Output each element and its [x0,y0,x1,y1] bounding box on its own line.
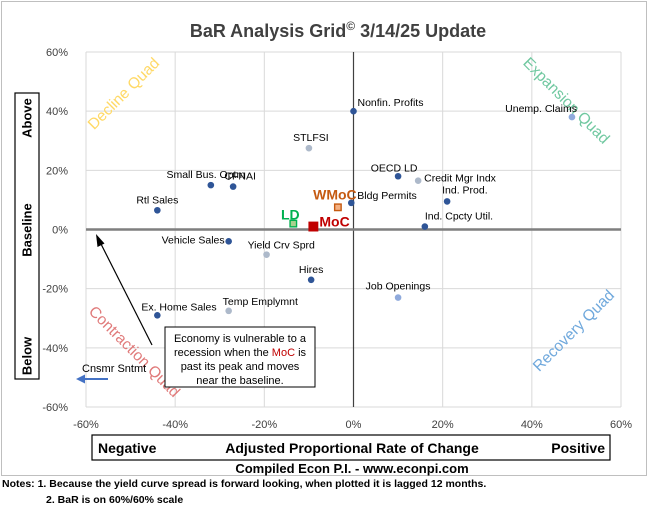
highlight-marker [308,221,319,232]
point-label: Credit Mgr Indx [424,173,497,185]
note-line-1: Notes: 1. Because the yield curve spread… [2,478,487,490]
quadrant-label: Decline Quad [85,55,163,133]
data-point [307,276,315,284]
quadrant-label: Expansion Quad [519,54,612,147]
highlight-marker [289,219,298,228]
quadrant-label: Recovery Quad [530,287,618,375]
point-label: Temp Emplymnt [223,296,298,308]
point-label: Unemp. Claims [505,103,577,115]
point-label: Nonfin. Profits [358,97,424,109]
data-point [154,311,161,319]
data-point [443,198,451,205]
x-label-box [91,434,611,461]
x-label-negative: Negative [98,440,157,456]
annotation-line-1: Economy is vulnerable to a [174,333,307,345]
data-points: Nonfin. Profits Unemp. Claims STLFSI OECD L… [136,97,577,319]
x-tick-label: 0% [346,419,362,431]
x-tick-label: -60% [73,419,99,431]
data-point [207,181,215,189]
point-label: Ex. Home Sales [141,301,216,313]
y-tick-label: 40% [46,106,68,118]
data-point [421,223,429,230]
data-point [263,251,270,258]
highlight-label: MoC [319,214,349,230]
point-label: Small Bus. Optm [166,169,245,181]
point-label: CFNAI [224,171,256,183]
point-label: STLFSI [293,132,329,144]
highlight-marker [333,203,342,212]
y-label-below: Below [20,336,35,375]
annotation-line-4: near the baseline. [196,375,283,387]
x-tick-label: 20% [432,419,454,431]
credit-line: Compiled Econ P.I. - www.econpi.com [235,461,468,476]
point-label: Bldg Permits [357,190,417,202]
highlight-label: WMoC [313,186,357,202]
point-label: Ind. Cpcty Util. [425,211,493,223]
data-point [350,107,357,115]
annotation-box [164,326,316,388]
data-point [229,183,237,190]
point-label: Hires [299,264,324,276]
bar-analysis-chart: BaR Analysis Grid© 3/14/25 Update 60% 40%… [14,19,632,476]
x-tick-label: 60% [610,419,632,431]
y-tick-label: 60% [46,47,68,59]
x-tick-label: -20% [251,419,277,431]
point-label: OECD LD [371,162,418,174]
x-tick-label: -40% [162,419,188,431]
annotation-arrowhead [96,234,105,247]
point-label: Yield Crv Sprd [248,240,315,252]
data-point [394,172,402,180]
y-label-above: Above [20,98,35,138]
y-label-box [14,92,40,380]
annotation-arrow [99,241,153,346]
data-point [347,199,355,207]
data-point [225,238,232,245]
y-tick-label: 0% [52,225,68,237]
x-tick-label: 40% [521,419,543,431]
point-label: Job Openings [366,281,431,293]
highlight-label: LD [281,207,300,223]
point-label: Vehicle Sales [162,234,225,246]
x-axis-title: Adjusted Proportional Rate of Change [225,440,479,456]
annotation-line-2: recession when the MoC is [174,347,307,359]
data-point [225,307,232,315]
note-line-2: 2. BaR is on 60%/60% scale [46,494,184,506]
offscale-arrowhead [76,374,85,384]
data-point [568,113,576,121]
data-point [305,144,313,152]
data-point [154,206,161,214]
data-point [414,177,422,184]
y-tick-label: -20% [42,284,68,296]
y-tick-label: 20% [46,165,68,177]
chart-frame [1,1,647,476]
point-label: Ind. Prod. [442,184,488,196]
annotation-line-3: past its peak and moves [181,361,300,373]
point-label: Rtl Sales [136,194,178,206]
data-point [394,294,402,301]
y-tick-label: -60% [42,402,68,414]
x-label-positive: Positive [551,440,605,456]
offscale-label: Cnsmr Sntmt [82,363,146,375]
axis-layer: 60% 40% 20% 0% -20% -40% -60% -60% -40% -20% 0% 20%… [42,47,632,431]
y-label-baseline: Baseline [20,203,35,256]
chart-title: BaR Analysis Grid© 3/14/25 Update [190,19,486,41]
y-tick-label: -40% [42,343,68,355]
